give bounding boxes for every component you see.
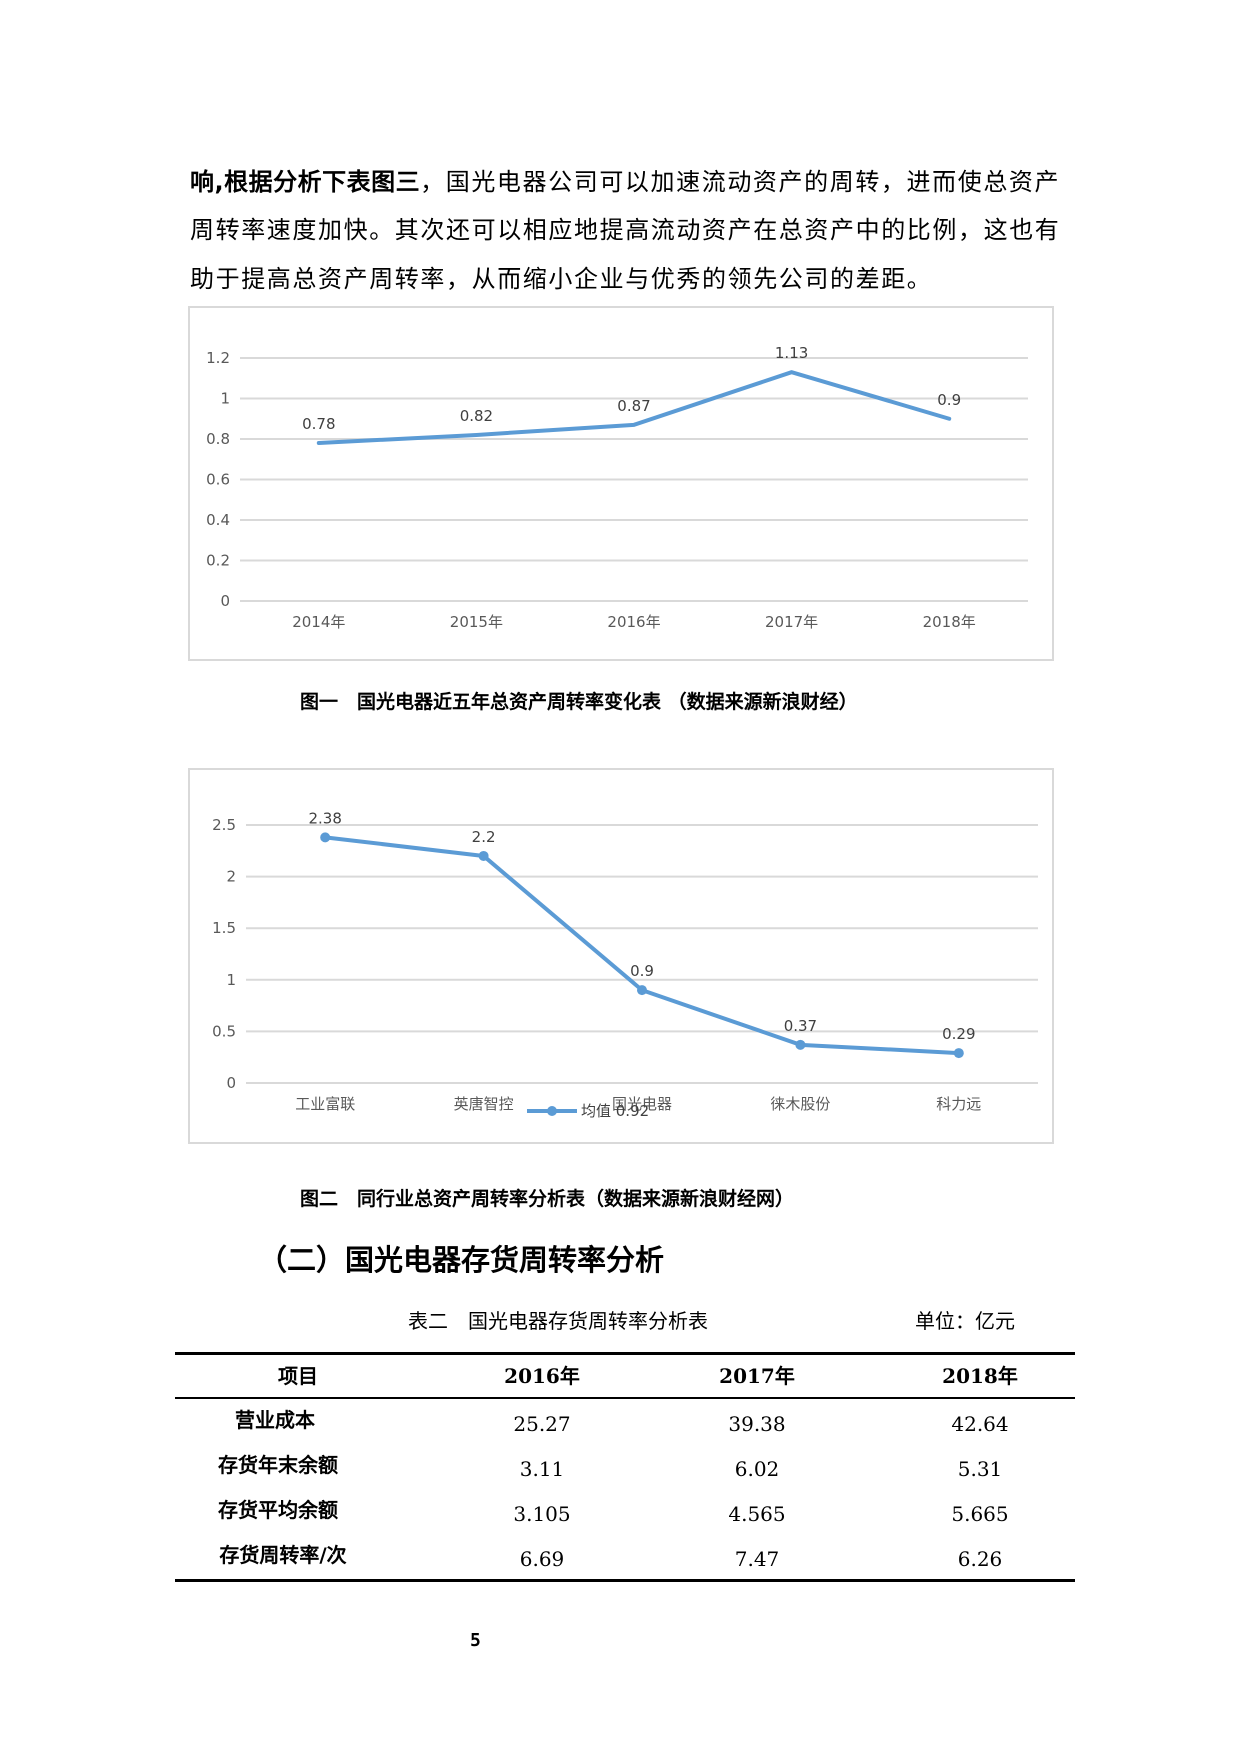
data-label: 0.82 (460, 407, 493, 425)
figure2-caption: 图二 同行业总资产周转率分析表（数据来源新浪财经网） (300, 1188, 795, 1210)
x-tick-label: 2017年 (765, 613, 818, 631)
data-label: 0.37 (784, 1017, 817, 1035)
data-label: 0.29 (942, 1025, 975, 1043)
x-tick-label: 科力远 (936, 1095, 981, 1113)
data-point-marker (953, 1048, 964, 1059)
y-tick-label: 1 (226, 971, 236, 989)
data-label: 1.13 (775, 344, 808, 362)
data-point-marker (320, 832, 331, 843)
y-tick-label: 0 (220, 592, 230, 610)
table-bottom-rule (175, 1579, 1075, 1582)
table-header-2017: 2017年 (719, 1364, 795, 1388)
figure1-chart: 0 0.2 0.4 0.6 0.8 1 1.2 2014年 2015年 2016年 2017年 201… (188, 306, 1054, 661)
row-label: 存货周转率/次 (219, 1543, 347, 1567)
cell-value: 5.31 (957, 1457, 1003, 1481)
row-label: 存货平均余额 (218, 1498, 338, 1522)
cell-value: 42.64 (951, 1412, 1009, 1436)
figure1-line-chart: 0 0.2 0.4 0.6 0.8 1 1.2 2014年 2015年 2016年 2017年 201… (206, 344, 1028, 631)
section-heading: （二）国光电器存货周转率分析 (258, 1243, 665, 1277)
y-tick-label: 0.2 (206, 552, 230, 570)
x-tick-label: 工业富联 (295, 1095, 355, 1113)
x-tick-label: 2016年 (607, 613, 660, 631)
legend-label: 均值 0.92 (581, 1102, 649, 1120)
data-point-marker (795, 1039, 806, 1050)
cell-value: 25.27 (513, 1412, 571, 1436)
cell-value: 3.11 (519, 1457, 565, 1481)
row-label: 存货年末余额 (218, 1453, 338, 1477)
table-title: 表二 国光电器存货周转率分析表 (408, 1309, 708, 1333)
cell-value: 39.38 (728, 1412, 786, 1436)
body-paragraph-line-2: 周转率速度加快。其次还可以相应地提高流动资产在总资产中的比例，这也有 (190, 216, 1061, 244)
data-point-marker (637, 985, 647, 996)
body-paragraph-line-3: 助于提高总资产周转率，从而缩小企业与优秀的领先公司的差距。 (190, 265, 933, 293)
table-top-rule (175, 1352, 1075, 1355)
series-line (316, 370, 952, 446)
data-label: 0.87 (617, 397, 650, 415)
data-label: 0.78 (302, 415, 335, 433)
y-tick-label: 0.6 (206, 471, 230, 489)
series-line (323, 835, 961, 1056)
y-tick-label: 2.5 (212, 816, 236, 834)
x-tick-label: 徕木股份 (770, 1095, 830, 1113)
line1-rest-text: ，国光电器公司可以加速流动资产的周转，进而使总资产 (420, 168, 1061, 196)
table-header-item: 项目 (278, 1364, 318, 1388)
figure2-line-chart: 0 0.5 1 1.5 2 2.5 工业富联 英唐智控 国光电器 徕木股份 科力远 2.38 2.2 0.… (212, 809, 1038, 1120)
cell-value: 7.47 (734, 1547, 780, 1571)
x-tick-label: 英唐智控 (454, 1095, 514, 1113)
page-number: 5 (470, 1630, 481, 1651)
cell-value: 6.02 (734, 1457, 780, 1481)
figure2-chart: 0 0.5 1 1.5 2 2.5 工业富联 英唐智控 国光电器 徕木股份 科力远 2.38 2.2 0.… (188, 768, 1054, 1144)
cell-value: 3.105 (513, 1502, 571, 1526)
cell-value: 6.26 (957, 1547, 1003, 1571)
data-label: 2.38 (308, 809, 341, 827)
y-tick-label: 2 (226, 868, 236, 886)
y-tick-label: 0.8 (206, 430, 230, 448)
data-point-marker (478, 850, 489, 861)
y-tick-label: 1.5 (212, 919, 236, 937)
y-tick-label: 0 (226, 1074, 236, 1092)
x-tick-label: 国光电器 (612, 1095, 672, 1113)
y-tick-label: 1.2 (206, 349, 230, 367)
data-label: 0.9 (630, 962, 654, 980)
x-tick-label: 2018年 (923, 613, 976, 631)
body-paragraph-line-1: 响,根据分析下表图三，国光电器公司可以加速流动资产的周转，进而使总资产 (190, 167, 1060, 197)
y-tick-label: 1 (220, 390, 230, 408)
table-header-rule (175, 1397, 1075, 1399)
cell-value: 6.69 (519, 1547, 565, 1571)
y-tick-label: 0.4 (206, 511, 230, 529)
cell-value: 4.565 (728, 1502, 786, 1526)
data-label: 2.2 (472, 828, 496, 846)
table-header-2018: 2018年 (942, 1364, 1018, 1388)
data-label: 0.9 (937, 391, 961, 409)
x-tick-label: 2014年 (292, 613, 345, 631)
legend-marker-icon (547, 1106, 557, 1116)
figure1-caption: 图一 国光电器近五年总资产周转率变化表 （数据来源新浪财经） (300, 691, 858, 713)
y-tick-label: 0.5 (212, 1022, 236, 1040)
x-tick-label: 2015年 (450, 613, 503, 631)
table-header-2016: 2016年 (504, 1364, 580, 1388)
row-label: 营业成本 (235, 1408, 315, 1432)
bold-lead-text: 响,根据分析下表图三 (190, 168, 421, 196)
cell-value: 5.665 (951, 1502, 1009, 1526)
table-unit: 单位：亿元 (915, 1309, 1015, 1333)
